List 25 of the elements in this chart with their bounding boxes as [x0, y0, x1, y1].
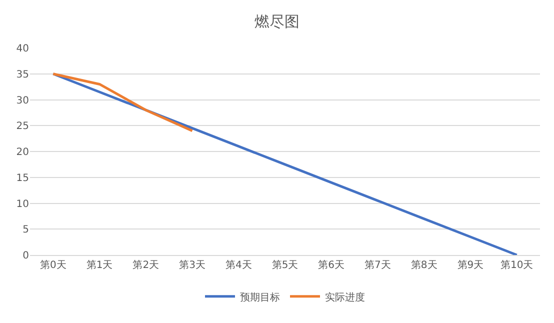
y-tick-label: 30: [16, 95, 29, 106]
legend-label: 实际进度: [325, 291, 365, 304]
y-tick-label: 35: [16, 69, 29, 80]
y-tick-label: 25: [16, 121, 29, 132]
y-tick-label: 5: [22, 224, 29, 236]
x-tick-label: 第6天: [318, 259, 345, 271]
y-tick-label: 10: [16, 198, 29, 210]
x-tick-label: 第4天: [225, 259, 252, 271]
x-tick-label: 第8天: [410, 259, 438, 271]
y-tick-label: 0: [22, 250, 29, 262]
x-tick-label: 第3天: [179, 259, 206, 271]
line-series: [52, 72, 518, 255]
y-tick-label: 20: [16, 147, 29, 158]
legend-label: 预期目标: [240, 291, 280, 304]
line-series: [52, 72, 194, 132]
chart-title: 燃尽图: [254, 12, 300, 31]
x-tick-label: 第5天: [272, 259, 298, 271]
x-tick-label: 第1天: [86, 259, 113, 271]
y-tick-label: 40: [16, 44, 29, 54]
x-tick-label: 第7天: [364, 259, 391, 271]
x-tick-label: 第9天: [457, 259, 484, 271]
y-tick-label: 15: [16, 172, 29, 184]
x-tick-label: 第10天: [500, 259, 534, 271]
x-tick-label: 第0天: [40, 259, 66, 271]
x-tick-label: 第2天: [132, 259, 160, 271]
